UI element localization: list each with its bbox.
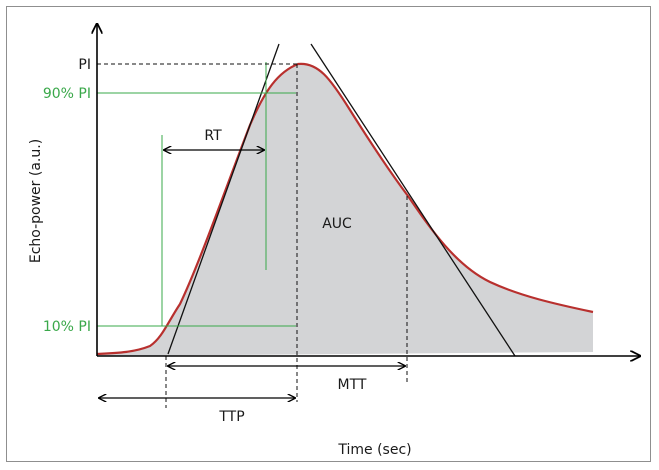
label-ttp: TTP — [218, 409, 244, 425]
y-axis-label: Echo-power (a.u.) — [28, 139, 44, 263]
wash-out-tangent — [310, 43, 516, 357]
label-mtt: MTT — [338, 377, 367, 393]
label-pi: PI — [78, 57, 91, 73]
label-pi10: 10% PI — [43, 319, 91, 335]
x-axis-label: Time (sec) — [337, 442, 411, 458]
label-rt: RT — [204, 128, 222, 144]
label-auc: AUC — [322, 216, 352, 232]
auc-area — [97, 63, 593, 357]
wash-in-tangent — [167, 43, 280, 355]
enhancement-curve — [96, 62, 594, 356]
label-pi90: 90% PI — [43, 86, 91, 102]
